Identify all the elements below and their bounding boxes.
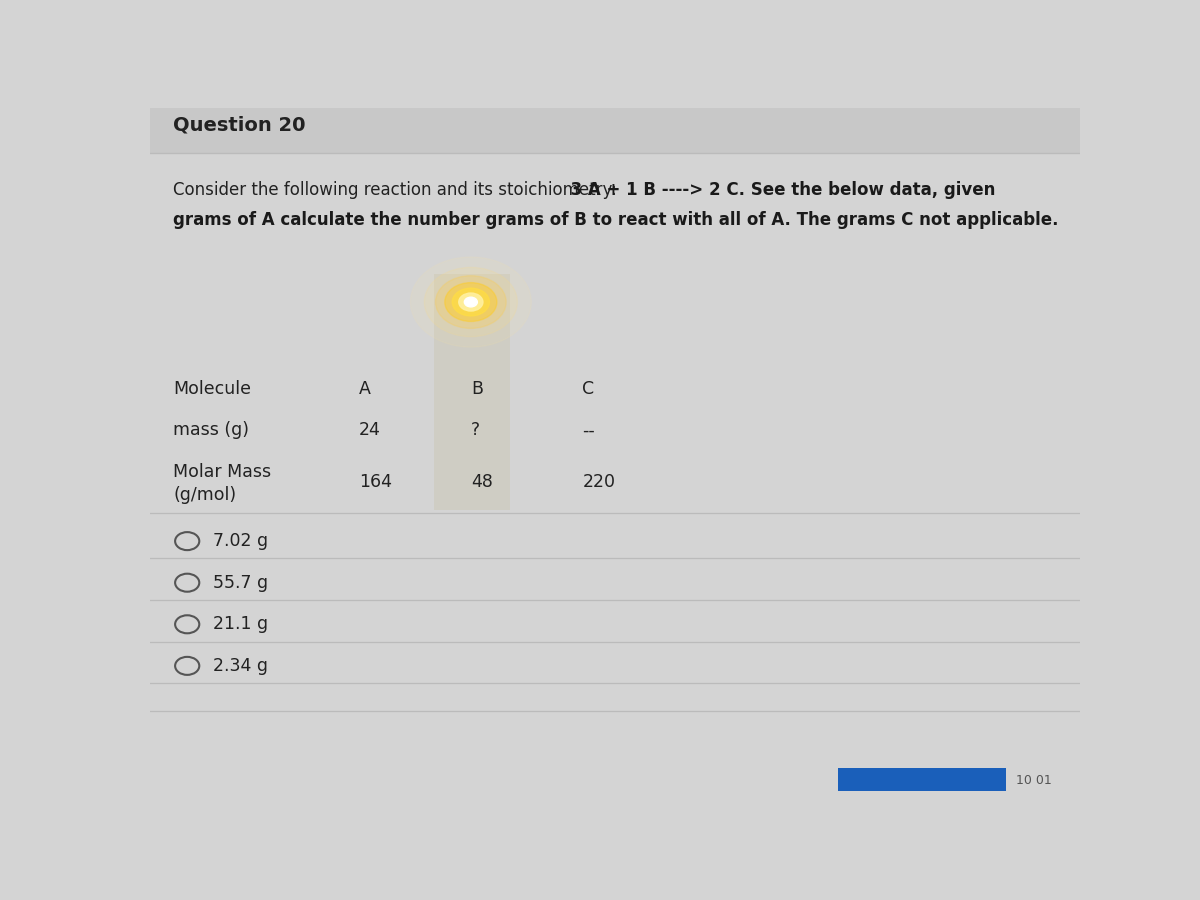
Text: Molar Mass: Molar Mass — [173, 463, 271, 481]
FancyBboxPatch shape — [433, 274, 510, 510]
Text: Consider the following reaction and its stoichiometry:: Consider the following reaction and its … — [173, 181, 617, 199]
Text: C: C — [582, 380, 594, 398]
Circle shape — [452, 288, 490, 316]
Text: A: A — [359, 380, 371, 398]
Text: 10 01: 10 01 — [1016, 774, 1052, 788]
Circle shape — [436, 275, 506, 328]
Text: (g/mol): (g/mol) — [173, 486, 236, 504]
FancyBboxPatch shape — [839, 769, 1006, 790]
Text: 3 A + 1 B ----> 2 C. See the below data, given: 3 A + 1 B ----> 2 C. See the below data,… — [559, 181, 996, 199]
Text: Question 20: Question 20 — [173, 116, 306, 135]
Circle shape — [464, 297, 478, 307]
Text: 24: 24 — [359, 421, 382, 439]
Text: 7.02 g: 7.02 g — [214, 532, 269, 550]
Circle shape — [445, 283, 497, 321]
Text: ?: ? — [470, 421, 480, 439]
Text: 21.1 g: 21.1 g — [214, 616, 269, 634]
Circle shape — [410, 257, 532, 347]
Text: 164: 164 — [359, 473, 392, 491]
Text: Molecule: Molecule — [173, 380, 251, 398]
FancyBboxPatch shape — [150, 108, 1080, 153]
Text: grams of A calculate the number grams of B to react with all of A. The grams C n: grams of A calculate the number grams of… — [173, 211, 1058, 229]
Text: 2.34 g: 2.34 g — [214, 657, 269, 675]
Text: B: B — [470, 380, 482, 398]
Text: 220: 220 — [582, 473, 616, 491]
Circle shape — [425, 267, 517, 337]
Text: --: -- — [582, 421, 595, 439]
Text: mass (g): mass (g) — [173, 421, 250, 439]
Text: 55.7 g: 55.7 g — [214, 573, 269, 591]
Text: 48: 48 — [470, 473, 493, 491]
Circle shape — [458, 293, 482, 311]
